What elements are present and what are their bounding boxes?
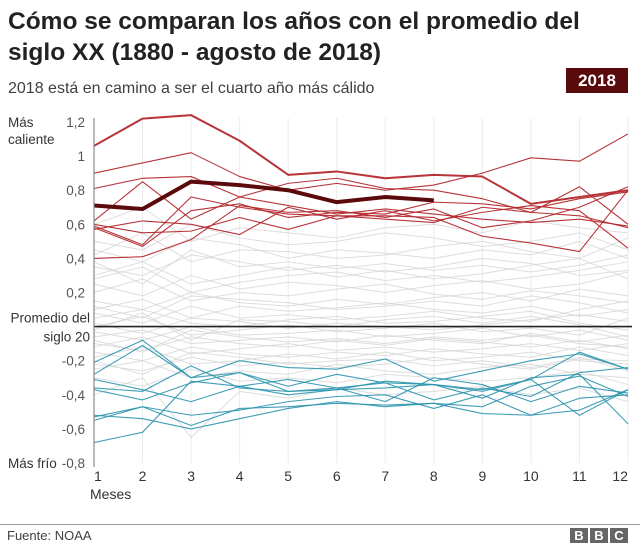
- warm-year-line: [93, 133, 629, 191]
- y-annotation-baseline: Promedio del: [10, 311, 90, 326]
- other-year-line: [93, 336, 629, 355]
- x-tick-label: 5: [284, 468, 292, 484]
- other-year-line: [93, 237, 629, 263]
- y-tick-label: 1,2: [66, 115, 85, 130]
- other-year-line: [93, 356, 629, 372]
- y-annotation-bottom: Más frío: [8, 456, 57, 471]
- y-tick-label: -0,4: [62, 388, 86, 403]
- year-badge: 2018: [566, 68, 628, 93]
- other-year-line: [93, 351, 629, 375]
- other-year-line: [93, 377, 629, 438]
- other-year-line: [93, 346, 629, 362]
- other-year-line: [93, 336, 629, 351]
- y-tick-label: 1: [77, 149, 85, 164]
- other-year-line: [93, 261, 629, 293]
- other-year-line: [93, 329, 629, 345]
- y-tick-label: 0,6: [66, 217, 85, 232]
- x-axis-label: Meses: [90, 486, 131, 502]
- x-tick-label: 1: [94, 468, 102, 484]
- other-year-line: [93, 288, 629, 311]
- other-year-line: [93, 295, 629, 319]
- other-year-line: [93, 346, 629, 365]
- other-year-line: [93, 329, 629, 353]
- y-tick-label: -0,2: [62, 354, 85, 369]
- y-tick-label: 0,8: [66, 183, 85, 198]
- source-note: Fuente: NOAA: [7, 528, 92, 543]
- x-tick-label: 12: [612, 468, 628, 484]
- cold-year-line: [93, 344, 629, 382]
- y-tick-label: -0,6: [62, 422, 85, 437]
- cold-year-line: [93, 375, 629, 430]
- bbc-logo-letter: B: [590, 528, 608, 543]
- x-tick-label: 10: [523, 468, 539, 484]
- warm-year-line: [93, 176, 629, 227]
- bbc-logo-letter: B: [570, 528, 588, 543]
- footer-divider: [0, 524, 640, 525]
- cold-year-line: [93, 389, 629, 418]
- other-year-line: [93, 298, 629, 319]
- other-year-line: [93, 315, 629, 336]
- x-tick-label: 6: [333, 468, 341, 484]
- highlight-2018-line: [93, 179, 434, 211]
- other-year-line: [93, 271, 629, 297]
- x-tick-label: 3: [187, 468, 195, 484]
- other-year-line: [93, 249, 629, 285]
- warm-year-line: [93, 186, 629, 259]
- cold-year-line: [93, 372, 629, 403]
- other-year-line: [93, 223, 629, 251]
- other-year-line: [93, 326, 629, 341]
- warm-year-line: [93, 196, 629, 246]
- other-year-line: [93, 314, 629, 334]
- other-year-line: [93, 278, 629, 304]
- cold-year-line: [93, 365, 629, 416]
- y-tick-label: 0,2: [66, 286, 85, 301]
- warm-year-line: [93, 177, 629, 225]
- other-year-line: [93, 312, 629, 341]
- warm-year-line: [93, 204, 629, 249]
- y-annotation-baseline: siglo 20: [43, 330, 90, 345]
- line-chart: -0,8-0,6-0,4-0,20,20,40,60,811,21 2 3 4 5 6 7 8…: [8, 114, 632, 502]
- x-tick-label: 9: [478, 468, 486, 484]
- x-tick-label: 4: [236, 468, 244, 484]
- bbc-logo-letter: C: [610, 528, 628, 543]
- y-tick-label: 0,4: [66, 251, 85, 266]
- x-tick-label: 11: [572, 468, 587, 484]
- warm-year-line: [93, 114, 629, 205]
- chart-title: Cómo se comparan los años con el promedi…: [8, 8, 580, 66]
- other-year-line: [93, 206, 629, 242]
- y-annotation-top: Más: [8, 115, 34, 130]
- warm-year-line: [93, 189, 629, 253]
- x-tick-label: 8: [430, 468, 438, 484]
- other-year-line: [93, 257, 629, 285]
- y-tick-label: -0,8: [62, 456, 85, 471]
- y-annotation-top: caliente: [8, 132, 55, 147]
- bbc-logo: B B C: [570, 528, 628, 543]
- other-year-line: [93, 254, 629, 276]
- x-tick-label: 2: [139, 468, 147, 484]
- chart-subtitle: 2018 está en camino a ser el cuarto año …: [8, 80, 375, 97]
- cold-year-line: [93, 373, 629, 444]
- cold-year-line: [93, 339, 629, 391]
- x-tick-label: 7: [381, 468, 389, 484]
- warm-year-line: [93, 191, 629, 248]
- other-year-line: [93, 300, 629, 324]
